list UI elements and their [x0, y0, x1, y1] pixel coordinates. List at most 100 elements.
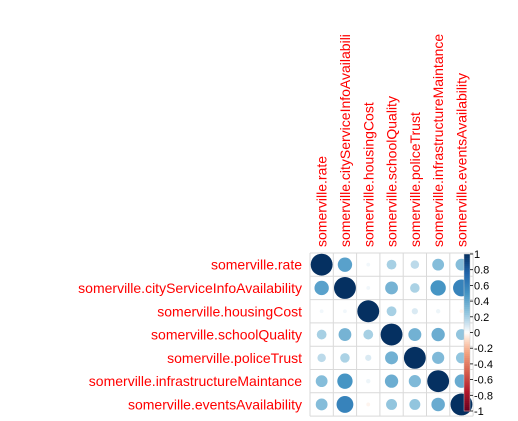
colorbar-segment [464, 299, 470, 302]
corr-circle-r1-c3 [385, 281, 398, 295]
corr-circle-r1-c2 [366, 286, 371, 290]
corr-circle-r4-c1 [340, 353, 350, 363]
colorbar-segment [464, 305, 470, 308]
colorbar-tick-label: 0.2 [474, 312, 489, 324]
corr-circle-r5-c0 [315, 375, 328, 388]
colorbar-segment [464, 379, 470, 383]
corr-circle-r1-c0 [314, 280, 329, 296]
corr-circle-r3-c0 [316, 329, 327, 340]
column-label: somerville.schoolQuality [384, 96, 400, 247]
colorbar-segment [464, 359, 470, 363]
colorbar-segment [464, 367, 470, 371]
colorbar-segment [464, 395, 470, 398]
colorbar-tick-label: 0 [474, 328, 480, 340]
colorbar-segment [464, 269, 470, 273]
colorbar-segment [464, 375, 470, 379]
colorbar-segment [464, 293, 470, 296]
colorbar-segment [464, 318, 470, 322]
colorbar-segment [464, 261, 470, 265]
column-label: somerville.housingCost [360, 102, 376, 247]
colorbar-segment [464, 381, 470, 385]
corr-circle-r1-c1 [334, 277, 356, 299]
row-label: somerville.schoolQuality [151, 327, 302, 343]
colorbar-segment [464, 257, 470, 261]
colorbar-tick-label: -0.2 [474, 343, 493, 355]
colorbar-segment [464, 271, 470, 275]
corr-circle-r3-c4 [408, 328, 422, 342]
corr-circle-r5-c1 [337, 373, 353, 389]
column-label: somerville.cityServiceInfoAvailabili [337, 34, 353, 247]
colorbar-segment [464, 259, 470, 263]
colorbar-segment [464, 255, 470, 259]
colorbar-segment [464, 297, 470, 300]
colorbar-segment [464, 340, 470, 343]
colorbar-segment [464, 377, 470, 381]
corr-circle-r6-c4 [409, 398, 421, 410]
colorbar-segment [464, 328, 470, 332]
colorbar-segment [464, 281, 470, 285]
colorbar-segment [464, 303, 470, 306]
colorbar-segment [464, 409, 470, 412]
corr-circle-r6-c1 [336, 396, 354, 413]
colorbar-segment [464, 287, 470, 290]
colorbar-tick-label: -1 [474, 406, 484, 418]
corr-circle-r2-c3 [386, 306, 397, 317]
colorbar-segment [464, 373, 470, 377]
colorbar-segment [464, 320, 470, 324]
colorbar-segment [464, 295, 470, 298]
colorbar-segment [464, 263, 470, 267]
corr-circle-r3-c5 [431, 327, 445, 342]
colorbar-segment [464, 399, 470, 402]
corr-circle-r0-c3 [386, 259, 397, 270]
corr-circle-r2-c0 [319, 309, 324, 314]
column-label: somerville.rate [314, 156, 330, 247]
colorbar-tick-label: 1 [474, 249, 480, 261]
colorbar-segment [464, 314, 470, 318]
colorbar-segment [464, 371, 470, 375]
row-label: somerville.rate [211, 257, 302, 273]
colorbar-segment [464, 285, 470, 288]
colorbar-segment [464, 338, 470, 341]
colorbar-tick-label: -0.8 [474, 390, 493, 402]
colorbar-segment [464, 407, 470, 410]
colorbar-segment [464, 361, 470, 365]
corr-circle-r6-c3 [386, 398, 398, 410]
row-label: somerville.policeTrust [167, 350, 302, 366]
colorbar-segment [464, 306, 470, 310]
corr-circle-r2-c5 [435, 309, 441, 314]
colorbar-segment [464, 283, 470, 286]
colorbar-segment [464, 403, 470, 406]
colorbar-tick-label: -0.6 [474, 375, 493, 387]
corr-circle-r3-c1 [338, 328, 352, 341]
colorbar-segment [464, 391, 470, 394]
colorbar-segment [464, 310, 470, 314]
colorbar-tick-label: 0.8 [474, 265, 489, 277]
colorbar-segment [464, 363, 470, 367]
colorbar-segment [464, 350, 470, 353]
corr-circle-r4-c2 [365, 354, 372, 361]
corr-circle-r3-c2 [363, 329, 374, 340]
colorbar-segment [464, 289, 470, 292]
corr-circle-r5-c5 [427, 370, 450, 393]
corr-circle-r6-c2 [366, 402, 371, 407]
colorbar-segment [464, 291, 470, 294]
colorbar-segment [464, 342, 470, 345]
column-label: somerville.eventsAvailability [453, 73, 469, 247]
column-label: somerville.infrastructureMaintance [430, 34, 446, 247]
colorbar-segment [464, 358, 470, 361]
colorbar-segment [464, 301, 470, 304]
colorbar-segment [464, 316, 470, 320]
colorbar-segment [464, 322, 470, 326]
colorbar-segment [464, 365, 470, 369]
colorbar-segment [464, 348, 470, 351]
colorbar-segment [464, 308, 470, 312]
colorbar-segment [464, 277, 470, 281]
row-label: somerville.eventsAvailability [128, 396, 302, 412]
row-label: somerville.cityServiceInfoAvailability [78, 280, 302, 296]
colorbar-segment [464, 405, 470, 408]
colorbar-segment [464, 352, 470, 355]
corr-circle-r2-c2 [357, 300, 380, 323]
corr-circle-r0-c0 [310, 253, 333, 276]
corr-circle-r6-c0 [315, 398, 328, 411]
colorbar-segment [464, 326, 470, 330]
